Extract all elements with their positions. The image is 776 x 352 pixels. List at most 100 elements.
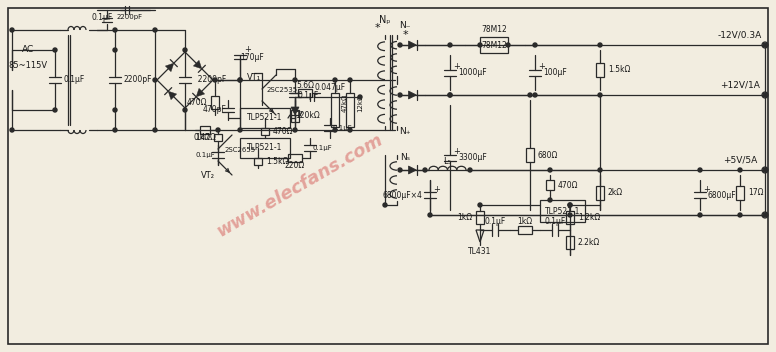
Text: 170μF: 170μF <box>240 52 264 62</box>
Circle shape <box>738 213 742 217</box>
Circle shape <box>568 213 572 217</box>
Circle shape <box>698 168 702 172</box>
Text: 3300μF: 3300μF <box>458 153 487 162</box>
Text: 680Ω: 680Ω <box>538 151 559 159</box>
Polygon shape <box>408 166 417 174</box>
Text: 2kΩ: 2kΩ <box>608 188 623 197</box>
Circle shape <box>598 168 602 172</box>
Bar <box>566 211 574 224</box>
Circle shape <box>528 93 532 97</box>
Circle shape <box>113 128 117 132</box>
Text: 78M12: 78M12 <box>481 25 507 34</box>
Text: 0.1μF: 0.1μF <box>484 218 506 226</box>
Text: www.elecfans.com: www.elecfans.com <box>213 130 386 240</box>
Circle shape <box>183 48 187 52</box>
Bar <box>291 110 299 122</box>
Text: 0.1μF: 0.1μF <box>332 125 352 131</box>
Circle shape <box>468 168 472 172</box>
Circle shape <box>183 108 187 112</box>
Text: 0.1μF: 0.1μF <box>297 90 319 100</box>
Bar <box>254 158 262 165</box>
Text: +: + <box>453 62 460 71</box>
Text: 1.5kΩ: 1.5kΩ <box>266 157 289 166</box>
Circle shape <box>153 78 157 82</box>
Bar <box>540 200 585 222</box>
Text: +: + <box>703 184 710 194</box>
Bar <box>546 180 554 190</box>
Bar <box>346 93 354 127</box>
Circle shape <box>398 168 402 172</box>
Circle shape <box>568 203 572 207</box>
Text: *: * <box>374 23 379 33</box>
Bar <box>298 89 312 97</box>
Circle shape <box>113 48 117 52</box>
Text: 1.5kΩ: 1.5kΩ <box>608 65 630 75</box>
Text: 1kΩ: 1kΩ <box>457 213 472 222</box>
Text: 470pF: 470pF <box>203 106 227 114</box>
Text: 0.047μF: 0.047μF <box>314 83 345 93</box>
Bar <box>518 226 532 234</box>
Text: 2SC2535: 2SC2535 <box>266 87 297 93</box>
Text: 1kΩ: 1kΩ <box>195 133 210 142</box>
Circle shape <box>598 93 602 97</box>
Text: 2SC2655: 2SC2655 <box>224 147 255 153</box>
Text: 0.1μF: 0.1μF <box>312 145 332 151</box>
Bar <box>331 93 339 127</box>
Text: 6800μF×4: 6800μF×4 <box>382 190 422 200</box>
Circle shape <box>238 128 242 132</box>
Circle shape <box>598 43 602 47</box>
Text: 85~115V: 85~115V <box>9 61 47 69</box>
Text: 470Ω: 470Ω <box>273 127 293 136</box>
Circle shape <box>113 108 117 112</box>
Polygon shape <box>168 91 177 100</box>
Text: 47kΩ: 47kΩ <box>342 94 348 112</box>
Text: 0.1μF: 0.1μF <box>92 13 113 23</box>
Text: TLP521-1: TLP521-1 <box>545 207 580 215</box>
Circle shape <box>398 93 402 97</box>
Circle shape <box>423 168 427 172</box>
Text: 0.1μF: 0.1μF <box>195 152 215 158</box>
Text: 120kΩ: 120kΩ <box>296 112 320 120</box>
Text: Nₛ: Nₛ <box>400 153 410 163</box>
Circle shape <box>763 213 767 217</box>
Circle shape <box>153 128 157 132</box>
Bar <box>214 134 222 141</box>
Text: *: * <box>402 30 408 40</box>
Circle shape <box>448 93 452 97</box>
Bar <box>480 37 508 53</box>
Text: Nₚ: Nₚ <box>379 15 391 25</box>
Polygon shape <box>408 41 417 49</box>
Text: +5V/5A: +5V/5A <box>723 156 757 164</box>
Bar <box>596 186 604 200</box>
Text: 0.1μF: 0.1μF <box>545 218 566 226</box>
Text: -12V/0.3A: -12V/0.3A <box>718 31 762 39</box>
Text: VT₂: VT₂ <box>201 170 215 180</box>
Circle shape <box>238 78 242 82</box>
Circle shape <box>506 43 510 47</box>
Bar <box>200 126 210 134</box>
Circle shape <box>398 43 402 47</box>
Text: TLP521-1: TLP521-1 <box>248 144 282 152</box>
Bar <box>736 186 744 200</box>
Text: 220Ω: 220Ω <box>285 162 305 170</box>
Circle shape <box>213 78 217 82</box>
Text: N₊: N₊ <box>399 127 411 137</box>
Circle shape <box>478 203 482 207</box>
Circle shape <box>216 128 220 132</box>
Text: 0.1μF: 0.1μF <box>63 75 85 84</box>
Text: 470Ω: 470Ω <box>558 181 578 189</box>
Text: N₋: N₋ <box>399 20 411 30</box>
Text: TLP521-1: TLP521-1 <box>248 113 282 122</box>
Circle shape <box>53 48 57 52</box>
Polygon shape <box>291 107 299 115</box>
Text: 100μF: 100μF <box>543 68 566 77</box>
Text: 1000μF: 1000μF <box>458 68 487 77</box>
Polygon shape <box>165 63 174 72</box>
Circle shape <box>738 168 742 172</box>
Circle shape <box>383 203 387 207</box>
Text: 6800μF: 6800μF <box>708 190 736 200</box>
Text: 2200pF: 2200pF <box>117 14 143 20</box>
Circle shape <box>293 128 297 132</box>
Bar <box>596 63 604 77</box>
Circle shape <box>763 168 767 172</box>
